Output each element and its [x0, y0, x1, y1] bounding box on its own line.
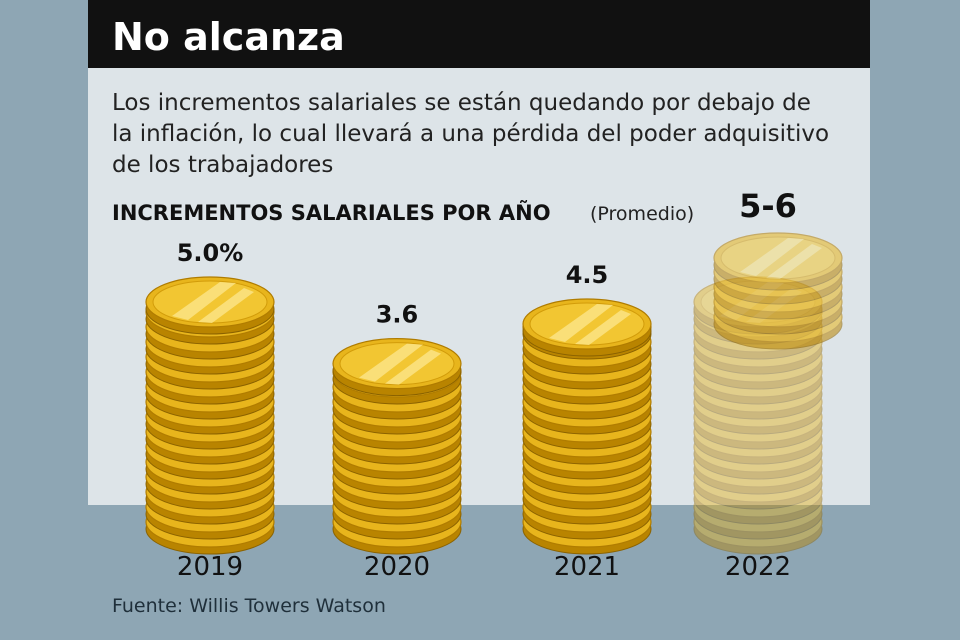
subtitle-note: (Promedio): [590, 203, 694, 225]
description-line: Los incrementos salariales se están qued…: [112, 90, 811, 116]
coin-stack: [145, 276, 275, 555]
coin: [693, 376, 823, 428]
coin: [693, 421, 823, 473]
coin-stack: [522, 298, 652, 555]
value-label: 5-6: [739, 187, 797, 225]
coin-face: [720, 236, 836, 280]
coin-edge: [693, 503, 823, 555]
coin-shine: [359, 343, 423, 382]
coin: [693, 451, 823, 503]
coin-shine: [575, 310, 631, 345]
x-tick-label: 2019: [177, 552, 243, 582]
value-label: 4.5: [566, 261, 609, 289]
coin-edge: [693, 398, 823, 450]
coin-edge: [693, 368, 823, 420]
coin-stack: [332, 338, 462, 555]
coin-edge: [693, 458, 823, 510]
coin-edge: [693, 473, 823, 525]
value-label: 5.0%: [177, 239, 244, 267]
value-label: 3.6: [376, 301, 419, 329]
coin-stack-upper: [713, 232, 843, 350]
chart-title: No alcanza: [112, 15, 345, 59]
coin: [693, 361, 823, 413]
x-tick-label: 2022: [725, 552, 791, 582]
coin-shine: [549, 304, 613, 342]
coin-shine: [740, 238, 804, 276]
coin-shine: [172, 282, 236, 320]
x-tick-label: 2021: [554, 552, 620, 582]
coin: [693, 481, 823, 533]
coin: [693, 496, 823, 548]
coin-shine: [766, 244, 822, 279]
subtitle: INCREMENTOS SALARIALES POR AÑO: [112, 200, 551, 225]
coin: [693, 391, 823, 443]
coin-edge: [693, 488, 823, 540]
coin-edge: [693, 443, 823, 495]
description-line: la inflación, lo cual llevará a una pérd…: [112, 121, 829, 147]
coin: [693, 406, 823, 458]
x-tick-label: 2020: [364, 552, 430, 582]
coin-shine: [198, 288, 254, 323]
coin-edge: [693, 413, 823, 465]
description-line: de los trabajadores: [112, 152, 333, 178]
source: Fuente: Willis Towers Watson: [112, 595, 386, 617]
coin: [693, 436, 823, 488]
coin-edge: [693, 428, 823, 480]
title-bar: [88, 0, 870, 68]
coin-edge: [693, 383, 823, 435]
coin-edge: [693, 353, 823, 405]
coin-shine: [385, 349, 441, 385]
coin: [693, 466, 823, 518]
